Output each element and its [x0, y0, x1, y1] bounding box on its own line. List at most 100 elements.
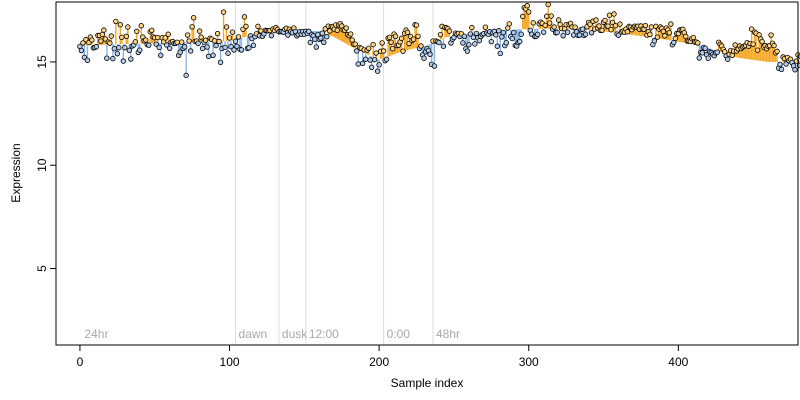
data-point — [611, 11, 617, 17]
data-point — [107, 40, 113, 46]
data-point — [436, 39, 442, 46]
data-point — [696, 55, 702, 61]
data-point — [241, 14, 248, 20]
data-point — [582, 31, 589, 37]
data-point — [579, 26, 586, 32]
data-point — [243, 23, 249, 30]
data-point — [431, 63, 438, 69]
data-point — [195, 40, 201, 47]
data-point — [178, 39, 185, 45]
data-point — [250, 42, 257, 49]
data-point — [389, 45, 396, 52]
data-point — [380, 48, 387, 54]
data-point — [190, 15, 197, 21]
data-point — [353, 48, 360, 54]
data-point — [545, 1, 551, 8]
data-point — [540, 29, 547, 35]
data-point — [520, 13, 526, 20]
data-point — [467, 31, 474, 37]
data-point — [80, 40, 86, 46]
data-point — [126, 47, 133, 54]
data-point — [164, 42, 170, 48]
data-point — [213, 42, 219, 49]
data-point — [783, 61, 789, 67]
data-point — [198, 34, 204, 40]
data-point — [493, 32, 499, 38]
data-point — [499, 34, 505, 40]
data-point — [370, 41, 376, 48]
data-point — [555, 17, 562, 23]
data-point — [343, 25, 349, 31]
data-point — [181, 44, 188, 50]
data-point — [104, 55, 110, 61]
data-point — [111, 45, 118, 52]
data-point — [348, 31, 354, 37]
data-point — [202, 37, 209, 43]
data-point — [427, 51, 433, 57]
data-point — [388, 39, 394, 45]
data-point — [596, 23, 602, 29]
data-point — [268, 32, 275, 39]
data-point — [101, 27, 107, 33]
data-point — [374, 68, 381, 74]
data-point — [593, 17, 599, 23]
phase-annotations: 24hr dawn dusk 12:00 0:00 48hr — [84, 327, 460, 341]
data-point — [602, 17, 608, 24]
data-point — [225, 50, 231, 56]
data-point — [609, 19, 616, 26]
data-point — [500, 29, 506, 36]
x-tick-label: 300 — [519, 355, 539, 369]
data-point — [572, 24, 578, 30]
x-axis: 0 100 200 300 400 — [77, 344, 689, 369]
data-point — [371, 56, 378, 63]
data-point — [702, 45, 708, 51]
data-point — [560, 32, 566, 39]
data-point — [418, 43, 424, 49]
data-point — [469, 24, 475, 31]
data-point — [238, 47, 245, 53]
data-point — [376, 62, 382, 68]
y-axis: 5 10 15 — [35, 55, 57, 272]
data-point — [472, 41, 478, 47]
data-point — [352, 41, 358, 47]
data-point — [211, 38, 218, 44]
data-point — [210, 52, 216, 59]
data-point — [768, 32, 774, 38]
data-point — [365, 45, 372, 51]
data-point — [750, 41, 756, 47]
data-point — [166, 45, 173, 51]
data-point — [223, 24, 230, 30]
data-point — [771, 42, 777, 49]
data-point — [205, 53, 212, 60]
data-point — [204, 44, 210, 50]
data-point — [367, 57, 373, 63]
data-point — [605, 23, 611, 29]
y-tick-label: 15 — [35, 55, 49, 69]
data-point — [122, 44, 128, 51]
data-point — [199, 45, 206, 52]
data-point — [184, 32, 191, 38]
data-point — [612, 23, 619, 29]
data-point — [138, 23, 144, 29]
data-point — [517, 38, 523, 45]
data-point — [137, 47, 143, 53]
data-point — [398, 35, 405, 42]
data-point — [98, 38, 104, 44]
data-point — [551, 24, 557, 30]
data-point — [606, 12, 613, 18]
data-point — [778, 66, 785, 73]
data-point — [564, 29, 571, 35]
data-point — [724, 56, 731, 62]
data-point — [114, 50, 121, 57]
data-point — [217, 59, 224, 66]
data-point — [695, 40, 701, 46]
data-point — [421, 55, 427, 61]
data-point — [321, 39, 327, 45]
data-point — [524, 3, 530, 9]
data-point — [461, 33, 468, 39]
data-point — [666, 30, 673, 36]
data-point — [413, 22, 420, 28]
data-point — [246, 45, 252, 51]
x-tick-label: 0 — [77, 355, 84, 369]
